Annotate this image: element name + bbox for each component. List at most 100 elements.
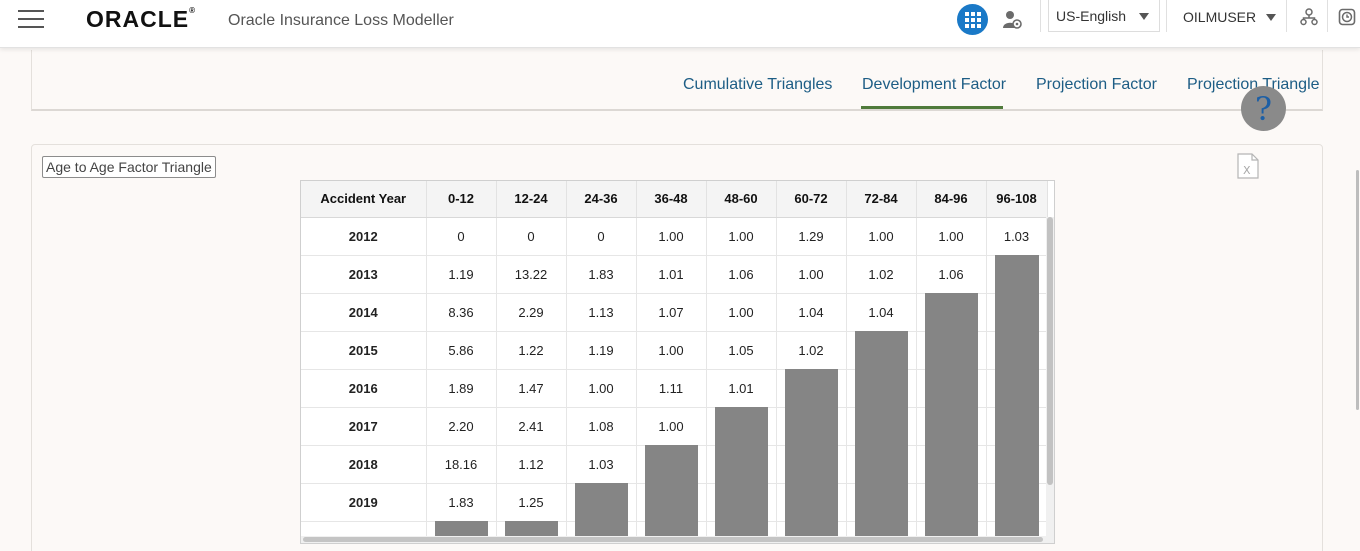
tabs-panel: Cumulative Triangles Development Factor …	[31, 50, 1323, 111]
language-select[interactable]: US-English	[1048, 0, 1160, 32]
help-button[interactable]: ?	[1241, 86, 1286, 131]
column-header-period[interactable]: 96-108	[986, 181, 1048, 218]
factor-cell: 1.00	[636, 331, 707, 370]
factor-cell: 2.41	[496, 407, 567, 446]
history-icon[interactable]	[1338, 8, 1356, 26]
factor-cell: 1.83	[566, 255, 637, 294]
table-row: 2013 1.19 13.22 1.83 1.01 1.06 1.00 1.02 1.06	[301, 254, 1048, 294]
table-row: 2017 2.20 2.41 1.08 1.00	[301, 406, 1048, 446]
factor-cell: 1.47	[496, 369, 567, 408]
column-header-period[interactable]: 0-12	[426, 181, 497, 218]
user-settings-icon[interactable]	[1002, 10, 1022, 30]
section-title[interactable]: Age to Age Factor Triangle	[42, 156, 216, 178]
factor-cell: 1.29	[776, 217, 847, 256]
vertical-scrollbar-thumb[interactable]	[1047, 217, 1053, 485]
empty-cell	[706, 482, 777, 522]
empty-cell	[916, 330, 987, 370]
empty-cell	[636, 482, 707, 522]
unavailable-cell-fill	[854, 368, 908, 408]
unavailable-cell-fill	[924, 482, 978, 522]
empty-cell	[706, 444, 777, 484]
horizontal-scrollbar-thumb[interactable]	[303, 537, 1043, 542]
column-header-period[interactable]: 60-72	[776, 181, 847, 218]
empty-cell	[566, 482, 637, 522]
accident-year-cell: 2015	[301, 331, 427, 370]
empty-cell	[846, 368, 917, 408]
factor-cell: 1.00	[706, 217, 777, 256]
table-row: 2016 1.89 1.47 1.00 1.11 1.01	[301, 368, 1048, 408]
factor-cell: 1.04	[846, 293, 917, 332]
column-header-period[interactable]: 36-48	[636, 181, 707, 218]
tab-projection-triangle[interactable]: Projection Triangle	[1187, 76, 1320, 93]
unavailable-cell-fill	[854, 482, 908, 522]
unavailable-cell-fill	[994, 292, 1039, 332]
factor-cell: 1.13	[566, 293, 637, 332]
factor-cell: 1.01	[706, 369, 777, 408]
page-scrollbar[interactable]	[1356, 170, 1359, 410]
factor-cell: 5.86	[426, 331, 497, 370]
empty-cell	[776, 406, 847, 446]
factor-cell: 1.00	[916, 217, 987, 256]
factor-cell: 0	[496, 217, 567, 256]
factor-cell: 1.00	[776, 255, 847, 294]
empty-cell	[916, 482, 987, 522]
empty-cell	[916, 292, 987, 332]
factor-cell: 8.36	[426, 293, 497, 332]
factor-cell: 1.06	[706, 255, 777, 294]
factor-cell: 1.08	[566, 407, 637, 446]
tab-development-factor[interactable]: Development Factor	[862, 76, 1007, 93]
chevron-down-icon	[1266, 13, 1277, 21]
tab-projection-factor[interactable]: Projection Factor	[1036, 76, 1157, 93]
hierarchy-icon[interactable]	[1300, 8, 1318, 26]
applications-grid-button[interactable]	[957, 4, 988, 35]
unavailable-cell-fill	[784, 406, 838, 446]
unavailable-cell-fill	[994, 330, 1039, 370]
column-header-period[interactable]: 12-24	[496, 181, 567, 218]
unavailable-cell-fill	[714, 482, 768, 522]
empty-cell	[916, 368, 987, 408]
header-divider	[1327, 0, 1328, 32]
export-excel-icon[interactable]: X	[1237, 153, 1259, 179]
table-row: 2018 18.16 1.12 1.03	[301, 444, 1048, 484]
factor-table: Accident Year 0-12 12-24 24-36 36-48 48-60 60-…	[301, 181, 1048, 543]
factor-cell: 1.11	[636, 369, 707, 408]
hamburger-menu-icon[interactable]	[18, 10, 44, 28]
unavailable-cell-fill	[994, 368, 1039, 408]
empty-cell	[706, 406, 777, 446]
unavailable-cell-fill	[644, 444, 698, 484]
empty-cell	[776, 368, 847, 408]
empty-cell	[986, 254, 1048, 294]
empty-cell	[846, 482, 917, 522]
factor-cell: 1.06	[916, 255, 987, 294]
active-tab-indicator	[861, 106, 1003, 109]
username: OILMUSER	[1183, 9, 1257, 25]
unavailable-cell-fill	[714, 406, 768, 446]
tab-cumulative-triangles[interactable]: Cumulative Triangles	[683, 76, 833, 93]
chevron-down-icon	[1139, 13, 1149, 20]
column-header-period[interactable]: 72-84	[846, 181, 917, 218]
user-menu[interactable]: OILMUSER	[1183, 9, 1277, 25]
table-row: 2012 0 0 0 1.00 1.00 1.29 1.00 1.00 1.03	[301, 217, 1048, 256]
unavailable-cell-fill	[714, 444, 768, 484]
empty-cell	[916, 444, 987, 484]
factor-cell: 1.02	[776, 331, 847, 370]
factor-cell: 18.16	[426, 445, 497, 484]
factor-cell: 1.01	[636, 255, 707, 294]
factor-cell: 1.00	[566, 369, 637, 408]
unavailable-cell-fill	[644, 482, 698, 522]
factor-cell: 1.03	[986, 217, 1048, 256]
accident-year-cell: 2016	[301, 369, 427, 408]
unavailable-cell-fill	[924, 406, 978, 446]
accident-year-cell: 2019	[301, 483, 427, 522]
accident-year-cell: 2013	[301, 255, 427, 294]
app-title: Oracle Insurance Loss Modeller	[228, 12, 454, 29]
column-header-period[interactable]: 48-60	[706, 181, 777, 218]
empty-cell	[986, 444, 1048, 484]
empty-cell	[776, 482, 847, 522]
age-to-age-factor-grid: Accident Year 0-12 12-24 24-36 36-48 48-60 60-…	[300, 180, 1055, 544]
factor-cell: 1.83	[426, 483, 497, 522]
unavailable-cell-fill	[784, 482, 838, 522]
column-header-accident-year[interactable]: Accident Year	[301, 181, 427, 218]
column-header-period[interactable]: 24-36	[566, 181, 637, 218]
column-header-period[interactable]: 84-96	[916, 181, 987, 218]
